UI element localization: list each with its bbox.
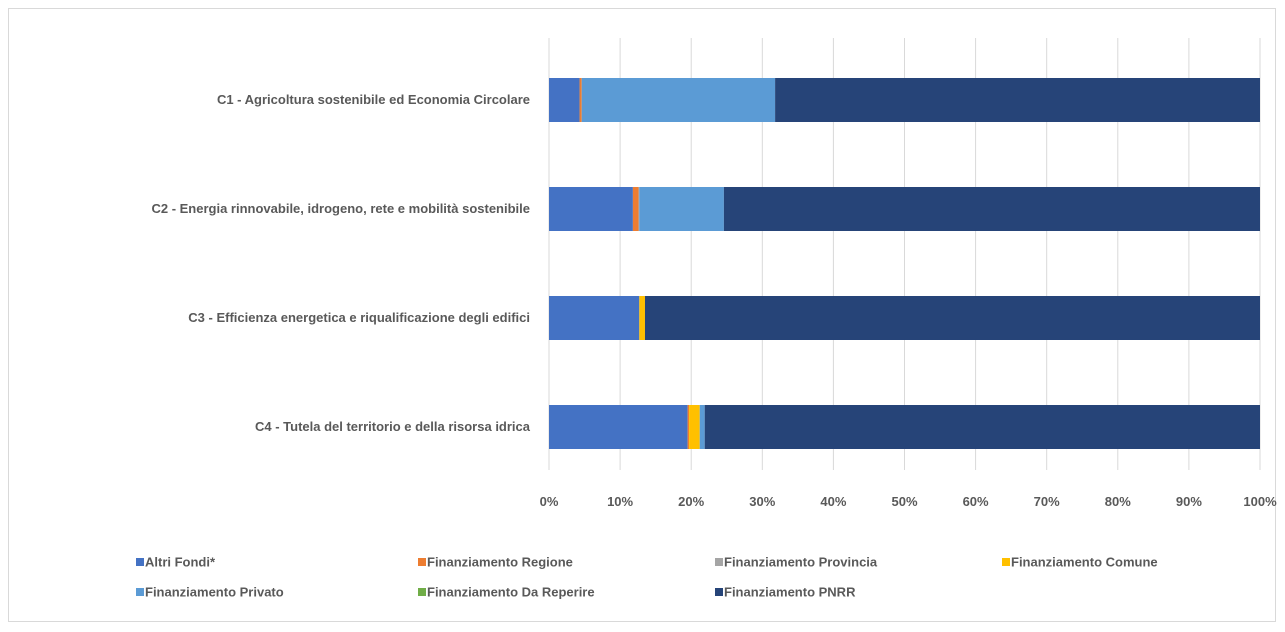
legend-item: Finanziamento Da Reperire bbox=[418, 585, 595, 600]
legend-label: Finanziamento Provincia bbox=[724, 555, 878, 570]
bar-segment bbox=[638, 187, 640, 231]
bar-segment bbox=[581, 78, 776, 122]
legend: Altri Fondi* Finanziamento Regione Finanzi… bbox=[136, 555, 1158, 600]
x-tick-label: 40% bbox=[820, 494, 846, 509]
x-tick-label: 50% bbox=[891, 494, 917, 509]
bar-segment bbox=[549, 296, 640, 340]
bar-segment bbox=[689, 405, 700, 449]
x-tick-label: 90% bbox=[1176, 494, 1202, 509]
bar-segment bbox=[699, 405, 705, 449]
bar-segment bbox=[579, 78, 582, 122]
category-label: C2 - Energia rinnovabile, idrogeno, rete… bbox=[151, 201, 530, 216]
bar-segment bbox=[639, 187, 724, 231]
legend-item: Altri Fondi* bbox=[136, 555, 216, 570]
legend-label: Finanziamento PNRR bbox=[724, 585, 856, 600]
x-tick-label: 80% bbox=[1105, 494, 1131, 509]
bar-segment bbox=[644, 296, 1260, 340]
x-tick-label: 30% bbox=[749, 494, 775, 509]
legend-swatch bbox=[715, 588, 723, 596]
legend-swatch bbox=[1002, 558, 1010, 566]
x-tick-label: 60% bbox=[963, 494, 989, 509]
bar-segment bbox=[775, 78, 1260, 122]
legend-swatch bbox=[136, 588, 144, 596]
category-label: C1 - Agricoltura sostenibile ed Economia… bbox=[217, 92, 530, 107]
x-tick-label: 10% bbox=[607, 494, 633, 509]
category-label: C3 - Efficienza energetica e riqualifica… bbox=[188, 310, 530, 325]
legend-label: Finanziamento Comune bbox=[1011, 555, 1158, 570]
bar-segment bbox=[704, 405, 1260, 449]
category-label: C4 - Tutela del territorio e della risor… bbox=[255, 419, 531, 434]
x-tick-labels: 0% 10% 20% 30% 40% 50% 60% 70% 80% 90% 100% bbox=[540, 494, 1277, 509]
legend-swatch bbox=[136, 558, 144, 566]
legend-swatch bbox=[418, 588, 426, 596]
x-tick-label: 70% bbox=[1034, 494, 1060, 509]
legend-label: Finanziamento Da Reperire bbox=[427, 585, 595, 600]
bar-segment bbox=[549, 187, 633, 231]
bar-segment bbox=[687, 405, 690, 449]
x-tick-label: 0% bbox=[540, 494, 559, 509]
x-tick-label: 100% bbox=[1243, 494, 1277, 509]
legend-item: Finanziamento Comune bbox=[1002, 555, 1158, 570]
legend-swatch bbox=[715, 558, 723, 566]
category-labels: C1 - Agricoltura sostenibile ed Economia… bbox=[151, 92, 530, 434]
x-tick-label: 20% bbox=[678, 494, 704, 509]
legend-label: Altri Fondi* bbox=[145, 555, 216, 570]
legend-item: Finanziamento Privato bbox=[136, 585, 284, 600]
bar-segment bbox=[549, 405, 688, 449]
bar-segment bbox=[723, 187, 1260, 231]
bar-segment bbox=[632, 187, 639, 231]
legend-label: Finanziamento Regione bbox=[427, 555, 573, 570]
legend-swatch bbox=[418, 558, 426, 566]
legend-item: Finanziamento Regione bbox=[418, 555, 573, 570]
bars bbox=[549, 78, 1260, 449]
bar-segment bbox=[549, 78, 580, 122]
legend-label: Finanziamento Privato bbox=[145, 585, 284, 600]
legend-item: Finanziamento Provincia bbox=[715, 555, 878, 570]
legend-item: Finanziamento PNRR bbox=[715, 585, 856, 600]
bar-segment bbox=[639, 296, 645, 340]
